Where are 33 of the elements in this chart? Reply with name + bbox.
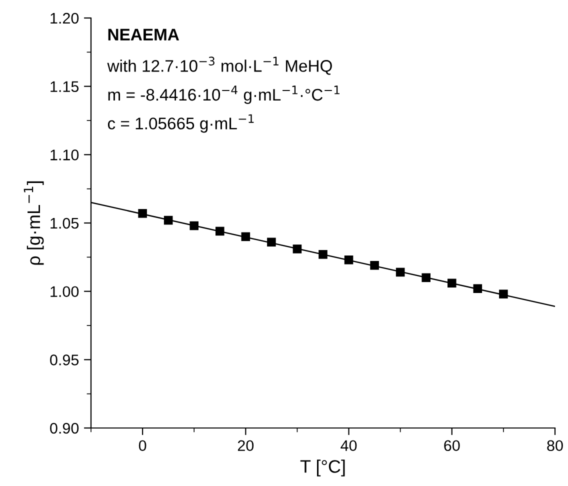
point [396,268,405,277]
y-axis-title: ρ [g·mL$^{−1}$] [24,181,44,265]
point [241,232,250,242]
x-tick-label: 0 [138,440,146,452]
annotation: with 12.7·10$^{−3}$ mol·L$^{−1}$ MeHQ [107,56,332,75]
point [370,260,379,270]
y-tick-label: 1.20 [50,12,79,24]
annotation: c = 1.05665 g·mL$^{−1}$ [108,114,254,133]
point [473,284,482,293]
y-tick-label: 1.05 [50,218,79,229]
point [318,250,328,259]
x-tick-label: 20 [238,440,254,452]
point [190,221,199,230]
point [422,273,431,282]
point [499,290,508,298]
annotation: m = -8.4416·10$^{−4}$ g·mL$^{−1}$·°C$^{−1}$ [108,86,340,104]
point [164,216,173,225]
x-axis-title: T [°C] [300,460,345,476]
point [447,278,456,288]
x-tick-label: 40 [340,440,357,452]
x-tick-label: 60 [444,440,460,452]
y-tick-label: 0.95 [50,354,79,366]
y-tick-label: 1.10 [50,150,79,160]
point [215,226,224,236]
y-tick-label: 1.15 [50,81,79,92]
chart-title: NEAEMA [108,28,180,40]
point [292,244,302,254]
x-tick-label: 80 [547,440,563,452]
y-tick-label: 0.90 [50,422,79,434]
y-tick-label: 1.00 [50,286,79,298]
point [344,256,354,264]
point [267,238,276,247]
point [138,209,147,218]
